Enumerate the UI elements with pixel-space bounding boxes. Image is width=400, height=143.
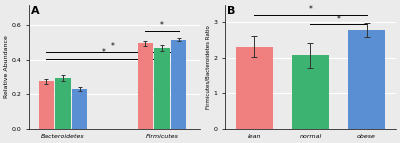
Bar — [72, 89, 87, 129]
Bar — [39, 82, 54, 129]
Bar — [292, 55, 329, 129]
Y-axis label: Firmicutes/Bacteroidetes Ratio: Firmicutes/Bacteroidetes Ratio — [206, 25, 211, 109]
Bar — [154, 48, 170, 129]
Bar — [171, 39, 186, 129]
Bar — [236, 46, 272, 129]
Text: *: * — [160, 21, 164, 30]
Text: *: * — [308, 5, 312, 14]
Text: A: A — [31, 6, 40, 16]
Bar — [55, 78, 71, 129]
Y-axis label: Relative Abundance: Relative Abundance — [4, 35, 9, 98]
Bar — [348, 30, 385, 129]
Text: *: * — [337, 15, 340, 24]
Text: *: * — [110, 42, 114, 51]
Text: *: * — [102, 48, 106, 57]
Bar — [138, 43, 153, 129]
Text: B: B — [227, 6, 235, 16]
